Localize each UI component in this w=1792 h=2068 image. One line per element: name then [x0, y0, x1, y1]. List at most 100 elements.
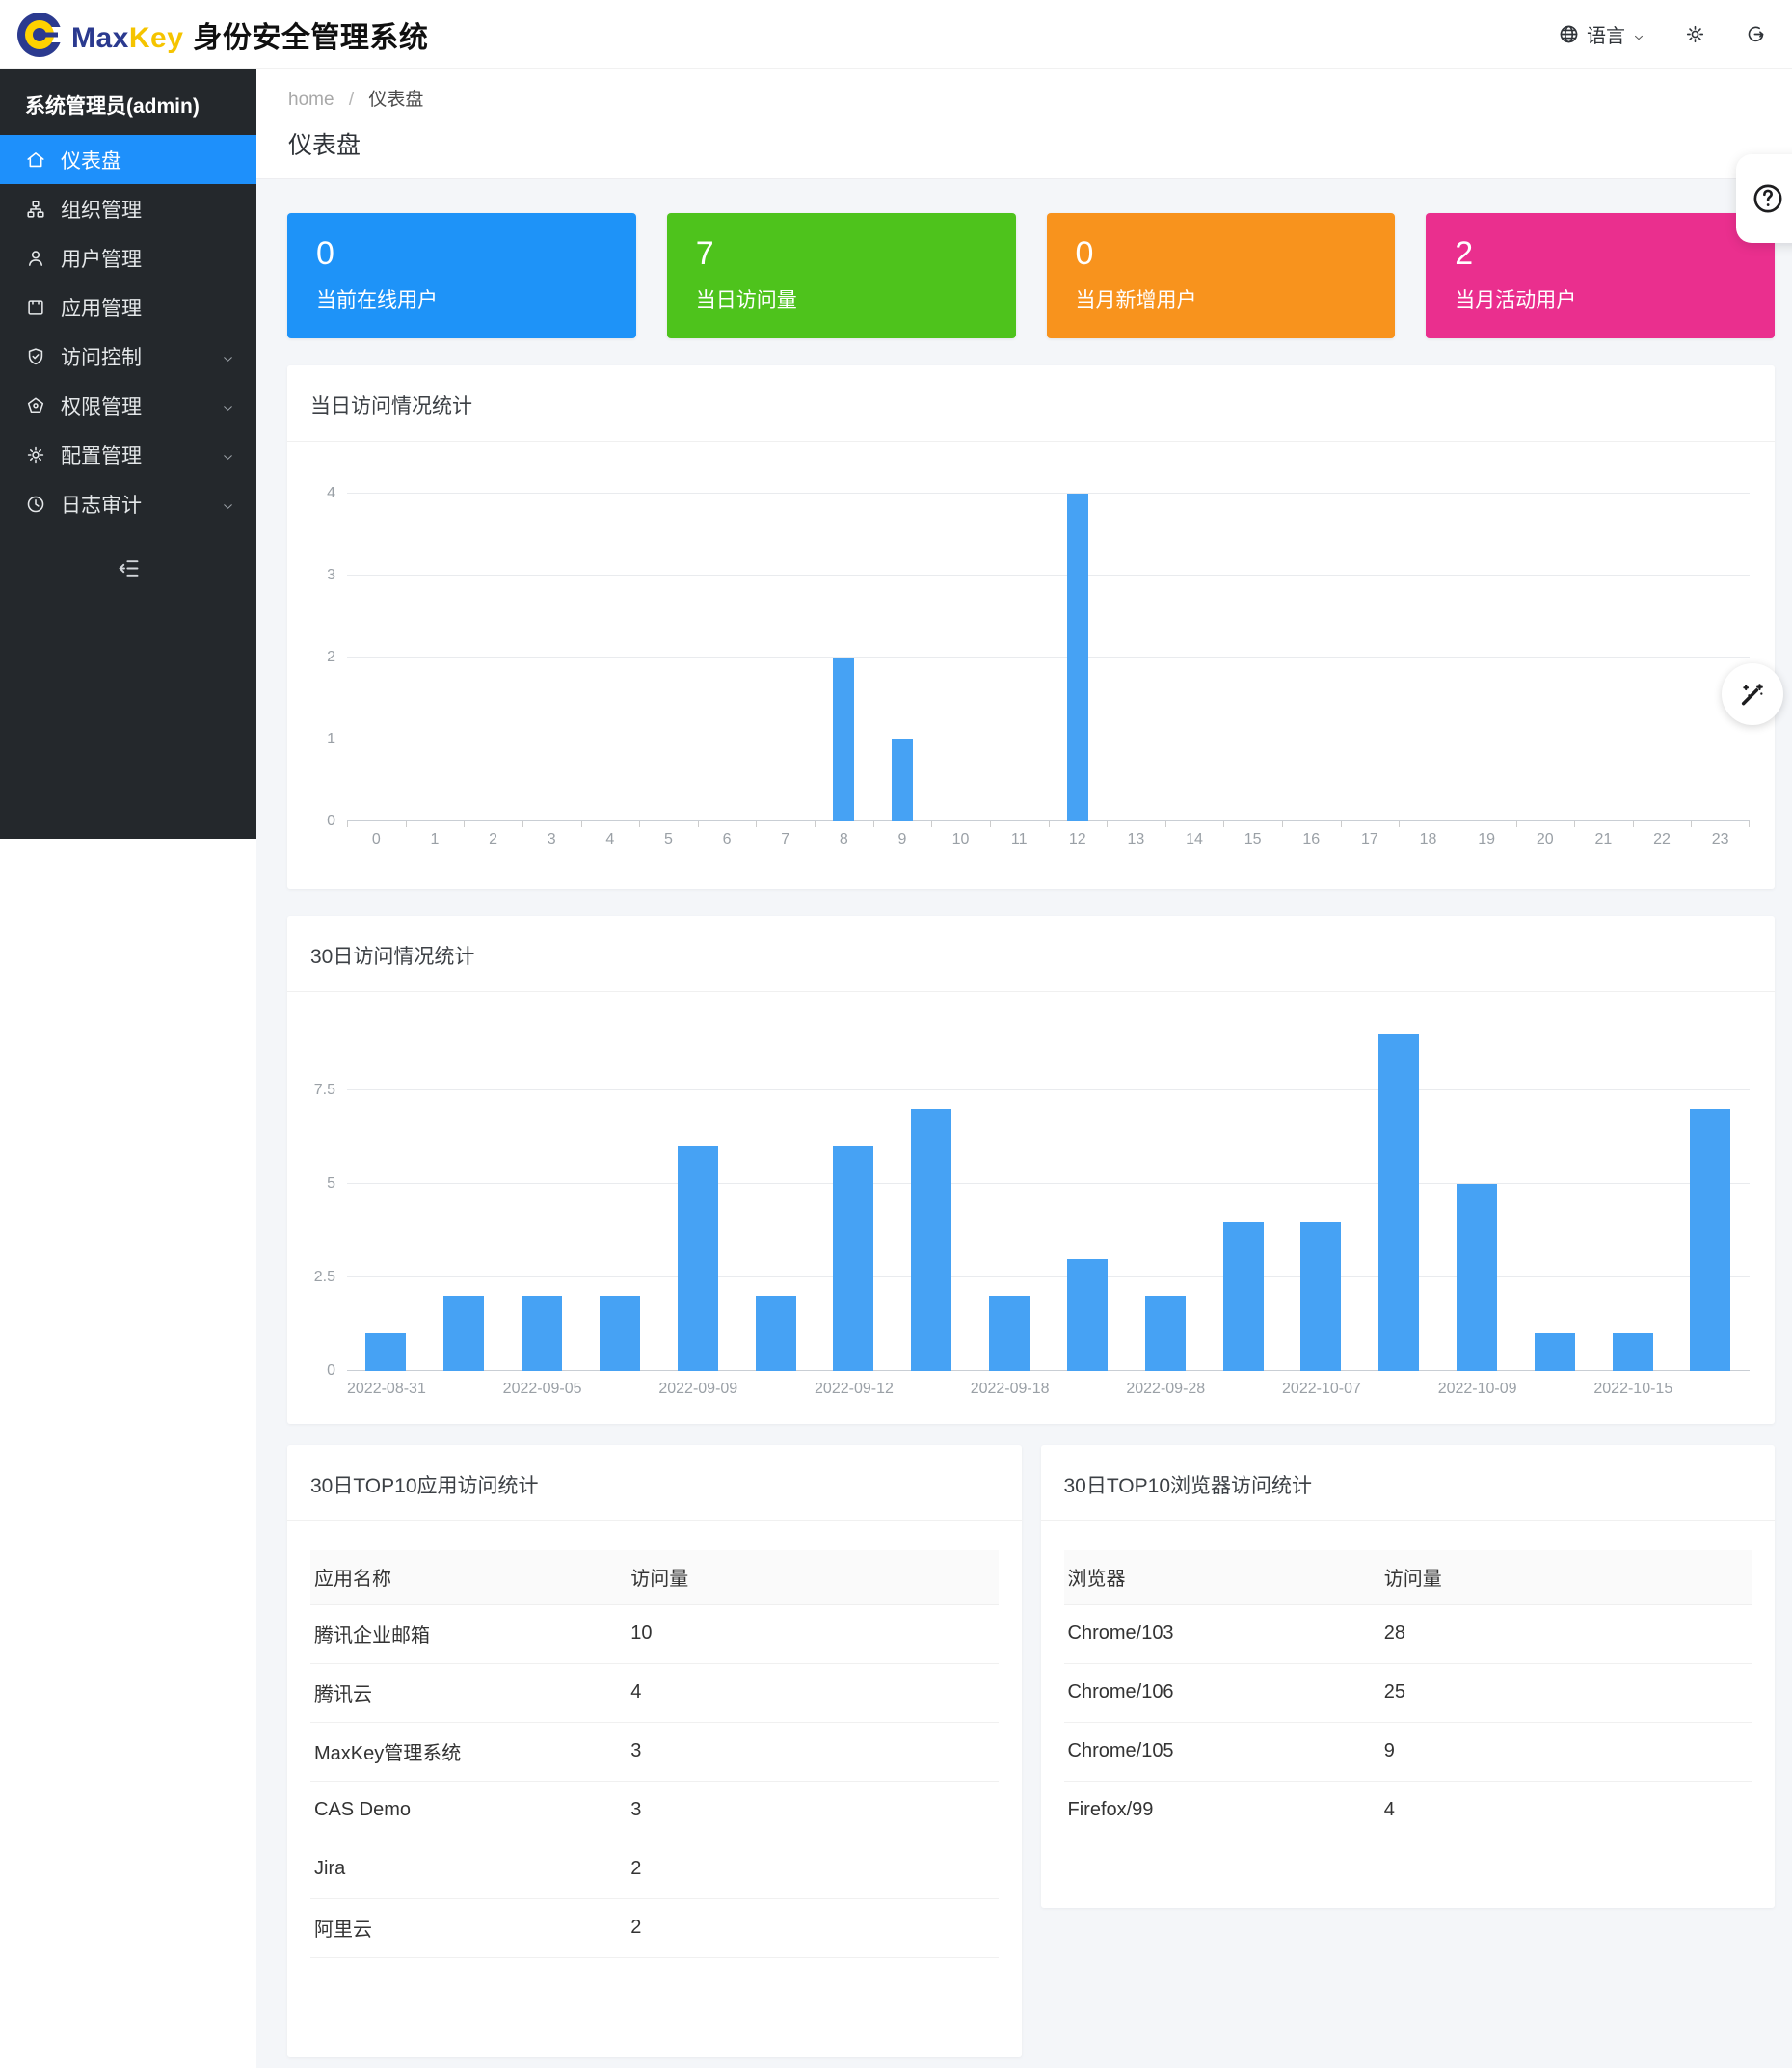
- table-cell: 腾讯云: [310, 1663, 628, 1723]
- x-axis-label: 11: [989, 821, 1049, 848]
- x-axis-label: 1: [405, 821, 465, 848]
- brand-max: Max: [71, 21, 129, 54]
- bar: [833, 658, 855, 821]
- language-menu[interactable]: 语言: [1558, 20, 1645, 48]
- y-axis-label: 0: [327, 1362, 335, 1379]
- bar: [989, 1296, 1030, 1371]
- bar-slot: [1458, 494, 1516, 821]
- bar-slot: [1049, 494, 1108, 821]
- logout-button[interactable]: [1745, 23, 1767, 45]
- column-header: 访问量: [1379, 1550, 1752, 1605]
- shield-check-icon: [25, 346, 46, 367]
- table-cell: 10: [627, 1604, 999, 1664]
- table-row: 腾讯企业邮箱 10: [310, 1604, 999, 1664]
- x-axis-label: 8: [815, 821, 873, 848]
- sidebar-item-label: 日志审计: [61, 494, 142, 517]
- x-axis-labels: 0 1 2 3 4 5 6 7 8 9 10 11 12 13 14 15 16 17 18 19 20 21 22 23: [347, 821, 1750, 848]
- table-cell: Jira: [310, 1840, 628, 1899]
- x-axis-label: [1361, 1381, 1438, 1398]
- bar: [1066, 494, 1088, 821]
- sidebar-item-5[interactable]: 权限管理: [0, 381, 256, 430]
- sidebar-item-6[interactable]: 配置管理: [0, 430, 256, 479]
- gridline: [347, 1370, 1750, 1371]
- bar: [443, 1296, 485, 1371]
- sidebar-item-2[interactable]: 用户管理: [0, 233, 256, 282]
- table-cell: CAS Demo: [310, 1781, 628, 1840]
- bar-slot: [931, 494, 990, 821]
- bar-slot: [815, 1019, 893, 1371]
- x-axis-label: 10: [931, 821, 990, 848]
- bar-slot: [1691, 494, 1750, 821]
- x-axis-label: [1517, 1381, 1594, 1398]
- stat-card-value: 2: [1455, 235, 1474, 272]
- x-axis-label: 2022-09-18: [970, 1381, 1050, 1397]
- x-axis-label: [1050, 1381, 1127, 1398]
- sidebar-item-label: 访问控制: [61, 346, 142, 369]
- breadcrumb-home-link[interactable]: home: [288, 90, 334, 110]
- stat-card-value: 0: [1075, 235, 1094, 272]
- stat-card-label: 当月活动用户: [1455, 289, 1577, 312]
- bar-slot: [347, 494, 406, 821]
- table-cell: 25: [1379, 1663, 1752, 1723]
- stat-cards-row: 0 当前在线用户 7 当日访问量 0 当月新增用户 2 当月活动用户: [287, 213, 1775, 338]
- bar-slot: [1438, 1019, 1516, 1371]
- bar-slot: [347, 1019, 425, 1371]
- sidebar-item-0[interactable]: 仪表盘: [0, 135, 256, 184]
- sidebar-item-3[interactable]: 应用管理: [0, 282, 256, 332]
- table-row: Chrome/103 28: [1063, 1604, 1752, 1664]
- chevron-down-icon: [221, 349, 235, 363]
- x-axis-labels: 2022-08-31 2022-09-05 2022-09-09 2022-09-12…: [347, 1381, 1750, 1398]
- table-cell: 3: [627, 1781, 999, 1840]
- home-icon: [25, 149, 46, 171]
- help-button[interactable]: [1736, 154, 1792, 243]
- chevron-down-icon: [221, 447, 235, 462]
- bar-slot: [503, 1019, 581, 1371]
- breadcrumb-separator: /: [348, 90, 355, 110]
- bar: [911, 1109, 952, 1371]
- sidebar-item-1[interactable]: 组织管理: [0, 184, 256, 233]
- panel-title: 当日访问情况统计: [287, 365, 1775, 442]
- x-axis-label: [737, 1381, 815, 1398]
- logout-icon: [1745, 23, 1767, 45]
- sidebar-item-7[interactable]: 日志审计: [0, 479, 256, 528]
- gridline: [347, 1088, 1750, 1090]
- stat-card-value: 0: [316, 235, 334, 272]
- x-axis-label: 13: [1107, 821, 1165, 848]
- x-axis-label: 12: [1048, 821, 1108, 848]
- stat-card-label: 当月新增用户: [1075, 289, 1197, 312]
- pentagon-icon: [25, 395, 46, 416]
- table-cell: Firefox/99: [1063, 1781, 1380, 1840]
- question-circle-icon: [1750, 180, 1786, 217]
- bar-slot: [464, 494, 522, 821]
- bar-slot: [580, 1019, 658, 1371]
- panel-title: 30日访问情况统计: [287, 916, 1775, 992]
- sidebar-item-label: 配置管理: [61, 444, 142, 468]
- breadcrumb: home / 仪表盘: [288, 85, 1769, 111]
- bar: [1534, 1333, 1575, 1371]
- x-axis-label: 19: [1457, 821, 1516, 848]
- x-axis-label: 23: [1691, 821, 1750, 848]
- sitemap-icon: [25, 199, 46, 220]
- panel-top10-browsers: 30日TOP10浏览器访问统计 浏览器 访问量 Chrome/103 28 Chrome…: [1040, 1445, 1775, 1908]
- theme-wand-button[interactable]: [1722, 663, 1783, 725]
- x-axis-label: [1672, 1381, 1750, 1398]
- sidebar-menu: 仪表盘 组织管理 用户管理 应用管理访问控制权限管理配置管理日志审计: [0, 135, 256, 528]
- sidebar-item-4[interactable]: 访问控制: [0, 332, 256, 381]
- panel-title: 30日TOP10浏览器访问统计: [1040, 1445, 1775, 1521]
- bar: [1300, 1221, 1342, 1371]
- top10-browsers-table: 浏览器 访问量 Chrome/103 28 Chrome/106 25 Chrome/105…: [1063, 1550, 1752, 1840]
- x-axis-label: [894, 1381, 971, 1398]
- collapse-menu-icon[interactable]: [116, 555, 142, 581]
- y-axis-label: 5: [327, 1174, 335, 1192]
- stat-card-value: 7: [695, 235, 714, 272]
- panel-daily-visits: 当日访问情况统计 0 1 2 3 4 0 1 2 3 4 5 6 7 8 9 10 11 12 13 14 15 16 17…: [287, 365, 1775, 889]
- brand-key: Key: [128, 21, 184, 54]
- current-user: 系统管理员(admin): [25, 95, 200, 118]
- bar: [599, 1296, 640, 1371]
- x-axis-label: 2022-09-12: [815, 1381, 894, 1397]
- gear-icon: [1684, 23, 1706, 45]
- settings-button[interactable]: [1684, 23, 1706, 45]
- table-cell: Chrome/105: [1063, 1722, 1380, 1782]
- gridline: [347, 1276, 1750, 1277]
